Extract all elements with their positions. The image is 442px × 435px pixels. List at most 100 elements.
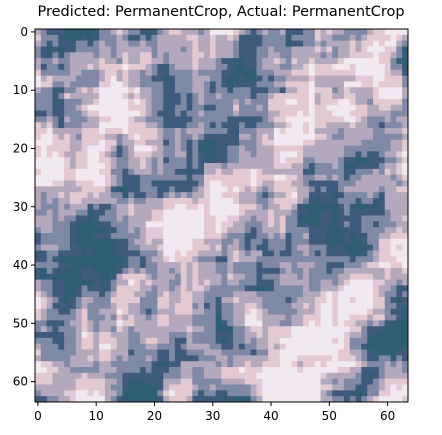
image-cell xyxy=(273,355,281,362)
image-cell xyxy=(198,291,205,298)
image-cell xyxy=(40,320,48,327)
image-cell xyxy=(145,58,152,65)
image-cell xyxy=(268,221,275,228)
image-cell xyxy=(367,46,374,53)
image-cell xyxy=(332,320,339,327)
image-cell xyxy=(238,58,246,65)
image-cell xyxy=(285,87,292,94)
image-cell xyxy=(361,157,368,164)
image-cell xyxy=(256,192,263,199)
image-cell xyxy=(99,367,106,374)
image-cell xyxy=(273,221,281,228)
image-cell xyxy=(192,29,199,36)
image-cell xyxy=(227,151,234,158)
image-cell xyxy=(390,81,397,88)
image-cell xyxy=(373,221,380,228)
image-cell xyxy=(116,244,123,251)
image-cell xyxy=(99,320,106,327)
image-cell xyxy=(355,361,362,368)
image-cell xyxy=(58,40,65,47)
image-cell xyxy=(58,63,65,71)
image-cell xyxy=(332,192,339,199)
image-cell xyxy=(343,302,351,310)
image-cell xyxy=(122,139,129,146)
image-cell xyxy=(40,87,48,94)
image-cell xyxy=(332,250,339,257)
image-cell xyxy=(192,180,199,187)
image-cell xyxy=(81,215,88,222)
image-cell xyxy=(134,87,141,94)
image-cell xyxy=(349,186,356,193)
image-cell xyxy=(81,58,88,65)
image-cell xyxy=(40,215,48,222)
image-cell xyxy=(198,139,205,146)
image-cell xyxy=(402,163,409,170)
image-cell xyxy=(151,378,158,385)
image-cell xyxy=(262,302,269,310)
image-cell xyxy=(303,29,310,36)
image-cell xyxy=(367,332,374,339)
image-cell xyxy=(326,302,333,310)
image-cell xyxy=(215,238,222,246)
image-cell xyxy=(268,81,275,88)
image-cell xyxy=(116,390,123,397)
image-cell xyxy=(35,221,42,228)
image-cell xyxy=(204,302,211,310)
image-cell xyxy=(151,168,158,176)
image-cell xyxy=(93,198,100,205)
image-cell xyxy=(343,110,351,117)
image-cell xyxy=(64,372,71,380)
image-cell xyxy=(320,133,327,141)
image-cell xyxy=(110,355,117,362)
image-cell xyxy=(308,192,316,199)
image-cell xyxy=(151,238,158,246)
image-cell xyxy=(268,186,275,193)
image-cell xyxy=(204,122,211,129)
image-cell xyxy=(192,145,199,152)
image-cell xyxy=(355,122,362,129)
image-cell xyxy=(256,98,263,106)
image-cell xyxy=(268,314,275,321)
image-cell xyxy=(64,29,71,36)
image-cell xyxy=(303,93,310,100)
image-cell xyxy=(174,256,182,263)
image-cell xyxy=(326,198,333,205)
image-cell xyxy=(186,337,193,345)
image-cell xyxy=(99,378,106,385)
image-cell xyxy=(209,192,217,199)
image-cell xyxy=(355,238,362,246)
image-cell xyxy=(279,87,287,94)
image-cell xyxy=(122,46,129,53)
image-cell xyxy=(396,151,403,158)
image-cell xyxy=(46,326,53,333)
image-cell xyxy=(87,87,94,94)
image-cell xyxy=(338,262,345,269)
image-cell xyxy=(326,122,333,129)
image-cell xyxy=(355,145,362,152)
image-cell xyxy=(204,256,211,263)
image-cell xyxy=(314,151,321,158)
image-cell xyxy=(209,256,217,263)
image-cell xyxy=(64,40,71,47)
image-cell xyxy=(93,367,100,374)
image-cell xyxy=(99,285,106,292)
image-cell xyxy=(186,221,193,228)
image-cell xyxy=(87,180,94,187)
image-cell xyxy=(244,174,252,181)
image-cell xyxy=(355,390,362,397)
image-cell xyxy=(87,244,94,251)
image-cell xyxy=(46,52,53,59)
image-cell xyxy=(180,390,187,397)
image-cell xyxy=(81,337,88,345)
image-cell xyxy=(268,238,275,246)
image-cell xyxy=(174,180,182,187)
image-cell xyxy=(180,396,187,403)
image-cell xyxy=(46,337,53,345)
image-cell xyxy=(367,227,374,234)
image-cell xyxy=(151,343,158,350)
image-cell xyxy=(320,267,327,275)
image-cell xyxy=(314,93,321,100)
image-cell xyxy=(308,320,316,327)
image-cell xyxy=(35,367,42,374)
image-cell xyxy=(396,396,403,403)
